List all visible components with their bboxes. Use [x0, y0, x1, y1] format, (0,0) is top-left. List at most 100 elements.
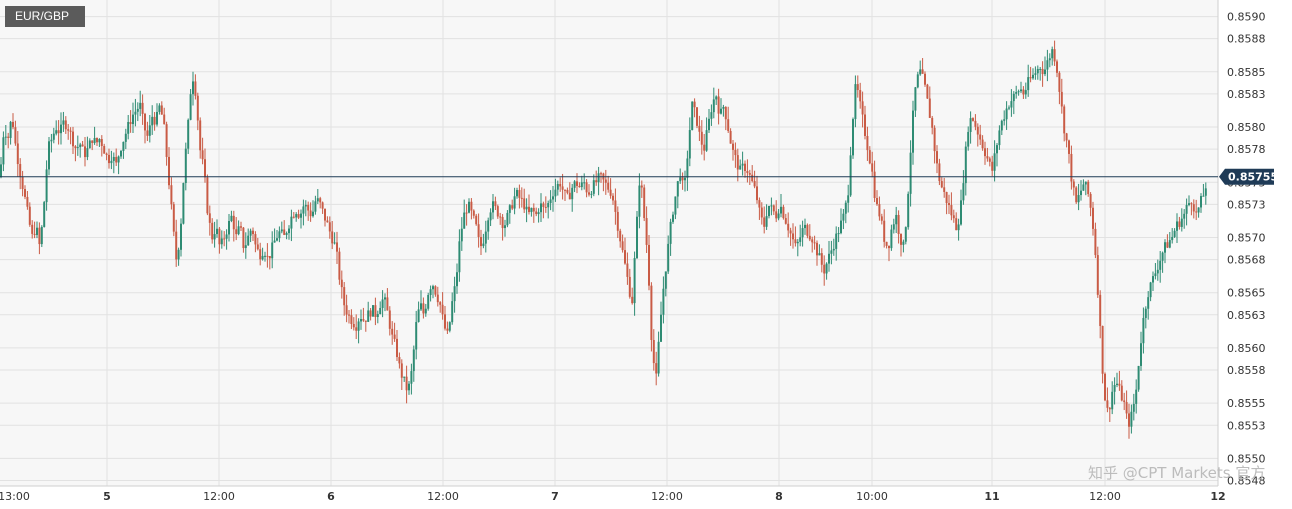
candle-body	[206, 177, 209, 214]
candle-body	[981, 139, 984, 149]
candle-body	[847, 195, 850, 203]
candle-body	[1164, 242, 1166, 253]
candle-body	[280, 229, 283, 232]
candle-body	[808, 235, 811, 240]
candle-body	[804, 224, 806, 229]
candle-body	[86, 148, 89, 158]
candle-body	[616, 211, 619, 231]
x-tick-label: 12:00	[427, 490, 459, 503]
candle-body	[244, 245, 247, 249]
candle-body	[876, 198, 878, 205]
candle-body	[103, 146, 106, 154]
candle-body	[309, 210, 312, 217]
candle-body	[792, 233, 794, 240]
candle-body	[556, 183, 559, 190]
candle-body	[604, 179, 607, 183]
candle-body	[1029, 77, 1032, 79]
current-price-tag: 0.85755	[1219, 168, 1278, 185]
candle-body	[240, 226, 242, 228]
candle-body	[199, 120, 202, 151]
candle-body	[388, 310, 391, 329]
candle-body	[487, 220, 490, 232]
candle-body	[1048, 58, 1051, 61]
candle-body	[688, 130, 691, 159]
candle-body	[444, 314, 446, 329]
candle-body	[1027, 77, 1030, 91]
candle-body	[249, 230, 252, 236]
candle-body	[544, 206, 547, 208]
candle-body	[1099, 294, 1102, 326]
candle-body	[633, 258, 636, 304]
candle-body	[208, 213, 211, 223]
candle-body	[852, 119, 854, 156]
candle-body	[1094, 228, 1097, 256]
candle-body	[1005, 108, 1008, 120]
candle-body	[940, 181, 943, 188]
candle-body	[463, 212, 466, 229]
candle-body	[256, 244, 259, 250]
candle-body	[1190, 203, 1193, 205]
candle-body	[345, 305, 348, 315]
candle-body	[645, 218, 648, 245]
x-tick-label: 12:00	[203, 490, 235, 503]
candle-body	[660, 314, 662, 342]
candle-body	[928, 98, 931, 118]
candle-body	[7, 136, 10, 138]
candle-body	[326, 220, 329, 223]
y-tick-label: 0.8568	[1227, 254, 1266, 267]
candle-body	[1118, 383, 1121, 386]
candle-body	[1173, 230, 1176, 237]
x-tick-label: 11	[984, 490, 999, 503]
candle-body	[1171, 236, 1174, 241]
candle-body	[530, 207, 533, 213]
candle-body	[165, 124, 168, 157]
candle-body	[840, 220, 842, 234]
candle-body	[285, 233, 288, 235]
candle-body	[480, 236, 482, 247]
candle-body	[501, 217, 504, 229]
candle-body	[684, 177, 686, 181]
candle-body	[1058, 72, 1061, 92]
candle-body	[158, 105, 161, 112]
candle-body	[43, 202, 46, 227]
candle-body	[1063, 106, 1066, 134]
candle-body	[55, 130, 58, 134]
candle-body	[722, 106, 725, 109]
candle-body	[312, 211, 314, 217]
candle-body	[1039, 68, 1042, 70]
candle-body	[962, 183, 965, 201]
candle-body	[933, 127, 936, 152]
candle-body	[69, 130, 72, 132]
candle-body	[475, 215, 478, 225]
candle-body	[561, 186, 564, 190]
candle-body	[110, 160, 113, 164]
candle-body	[76, 147, 79, 149]
candle-body	[744, 163, 746, 172]
candle-body	[331, 231, 334, 244]
candle-body	[1197, 207, 1200, 213]
candle-body	[472, 210, 475, 216]
candle-body	[177, 249, 180, 260]
candle-body	[379, 307, 382, 315]
candle-body	[1178, 221, 1181, 227]
candle-body	[585, 182, 588, 193]
candle-body	[588, 192, 590, 195]
candle-body	[705, 130, 708, 151]
candle-body	[895, 214, 898, 225]
candle-body	[830, 250, 833, 254]
candle-body	[1065, 133, 1068, 141]
candle-body	[1041, 68, 1044, 75]
candle-body	[120, 150, 122, 157]
candle-body	[914, 87, 917, 111]
candle-body	[1020, 89, 1022, 92]
candle-body	[1113, 384, 1116, 392]
candle-body	[105, 153, 108, 155]
y-tick-label: 0.8573	[1227, 198, 1266, 211]
candle-body	[84, 146, 86, 158]
candle-body	[590, 193, 593, 195]
candle-body	[1108, 407, 1111, 410]
candle-body	[648, 244, 650, 286]
candle-body	[643, 187, 646, 219]
